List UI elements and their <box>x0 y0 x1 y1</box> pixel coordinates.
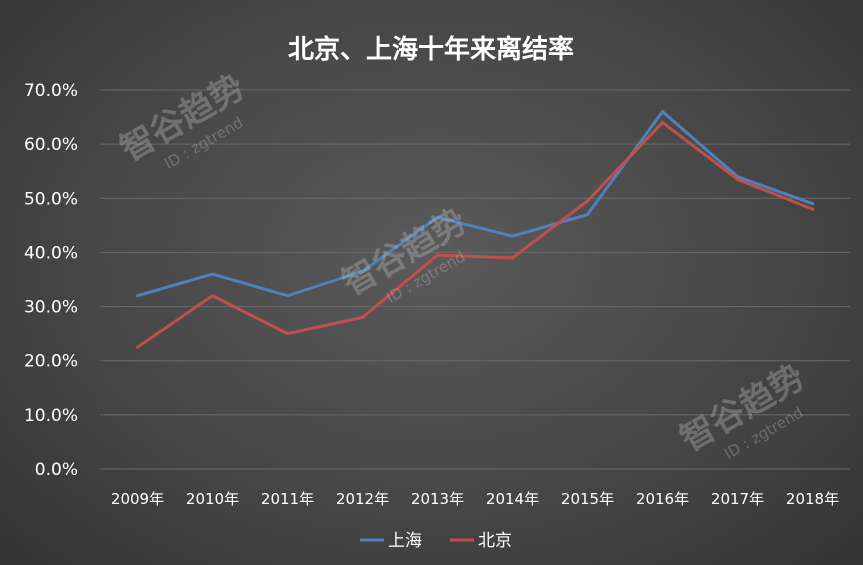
x-tick-label: 2018年 <box>786 490 839 508</box>
data-point <box>586 213 589 217</box>
y-tick-label: 50.0% <box>24 189 78 209</box>
y-tick-label: 30.0% <box>24 298 78 318</box>
y-tick-label: 10.0% <box>24 406 78 426</box>
data-point <box>436 215 439 219</box>
data-point <box>211 294 214 298</box>
x-tick-label: 2009年 <box>111 490 164 508</box>
data-point <box>661 120 664 124</box>
x-tick-label: 2010年 <box>186 490 239 508</box>
series-line-1 <box>136 120 814 349</box>
x-tick-label: 2016年 <box>636 490 689 508</box>
data-point <box>586 199 589 203</box>
data-point <box>436 253 439 257</box>
data-point <box>661 110 664 114</box>
data-point <box>511 234 514 238</box>
legend-label: 北京 <box>478 531 512 551</box>
data-point <box>211 272 214 276</box>
x-tick-label: 2015年 <box>561 490 614 508</box>
series-line-0 <box>136 110 814 298</box>
data-point <box>736 177 739 181</box>
data-point <box>511 256 514 260</box>
x-tick-label: 2012年 <box>336 490 389 508</box>
legend: 上海 北京 <box>360 531 512 551</box>
x-tick-label: 2011年 <box>261 490 314 508</box>
data-point <box>136 345 139 349</box>
y-axis-ticks: 0.0% 10.0% 20.0% 30.0% 40.0% 50.0% 60.0% 70.0% <box>24 81 78 480</box>
grid-lines <box>100 89 850 470</box>
data-point <box>286 294 289 298</box>
y-tick-label: 60.0% <box>24 135 78 155</box>
chart-title: 北京、上海十年来离结率 <box>288 34 574 65</box>
y-tick-label: 20.0% <box>24 352 78 372</box>
data-point <box>811 202 814 206</box>
data-point <box>361 315 364 319</box>
y-tick-label: 70.0% <box>24 81 78 101</box>
data-point <box>811 207 814 211</box>
y-tick-label: 0.0% <box>35 460 78 480</box>
data-point <box>361 269 364 273</box>
data-point <box>136 294 139 298</box>
x-tick-label: 2017年 <box>711 490 764 508</box>
x-axis-ticks: 2009年 2010年 2011年 2012年 2013年 2014年 2015年 2016年… <box>111 490 839 508</box>
series-lines <box>136 110 814 349</box>
x-tick-label: 2013年 <box>411 490 464 508</box>
x-tick-label: 2014年 <box>486 490 539 508</box>
y-tick-label: 40.0% <box>24 243 78 263</box>
legend-label: 上海 <box>388 531 422 551</box>
data-point <box>286 332 289 336</box>
